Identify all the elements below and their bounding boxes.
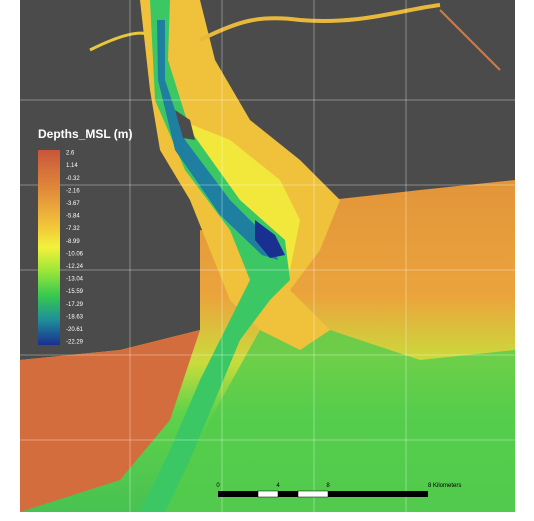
legend-ramp xyxy=(38,150,60,345)
legend-label: -0.32 xyxy=(66,176,80,182)
legend-label: -7.32 xyxy=(66,226,80,232)
legend-label: -17.29 xyxy=(66,302,84,308)
legend-label: 2.6 xyxy=(66,151,75,157)
scale-label: 8 Kilometers xyxy=(428,483,461,489)
legend-title: Depths_MSL (m) xyxy=(38,127,132,141)
legend-label: -10.06 xyxy=(66,251,84,257)
legend-label: -20.61 xyxy=(66,327,84,333)
map: Depths_MSL (m) 2.6 1.14 -0.32 -2.16 -3.67 -5.… xyxy=(0,0,534,521)
legend-label: -22.29 xyxy=(66,340,84,346)
map-page: Depths_MSL (m) 2.6 1.14 -0.32 -2.16 -3.67 -5.… xyxy=(0,0,534,521)
legend-label: -18.63 xyxy=(66,314,84,320)
legend-label: -3.67 xyxy=(66,201,80,207)
legend-label: -15.59 xyxy=(66,289,84,295)
legend-label: -8.99 xyxy=(66,239,80,245)
legend-label: -5.84 xyxy=(66,214,80,220)
legend-label: -2.16 xyxy=(66,188,80,194)
legend-label: 1.14 xyxy=(66,163,78,169)
legend-label: -13.04 xyxy=(66,277,84,283)
legend-label: -12.24 xyxy=(66,264,84,270)
scale-bar xyxy=(218,491,428,497)
